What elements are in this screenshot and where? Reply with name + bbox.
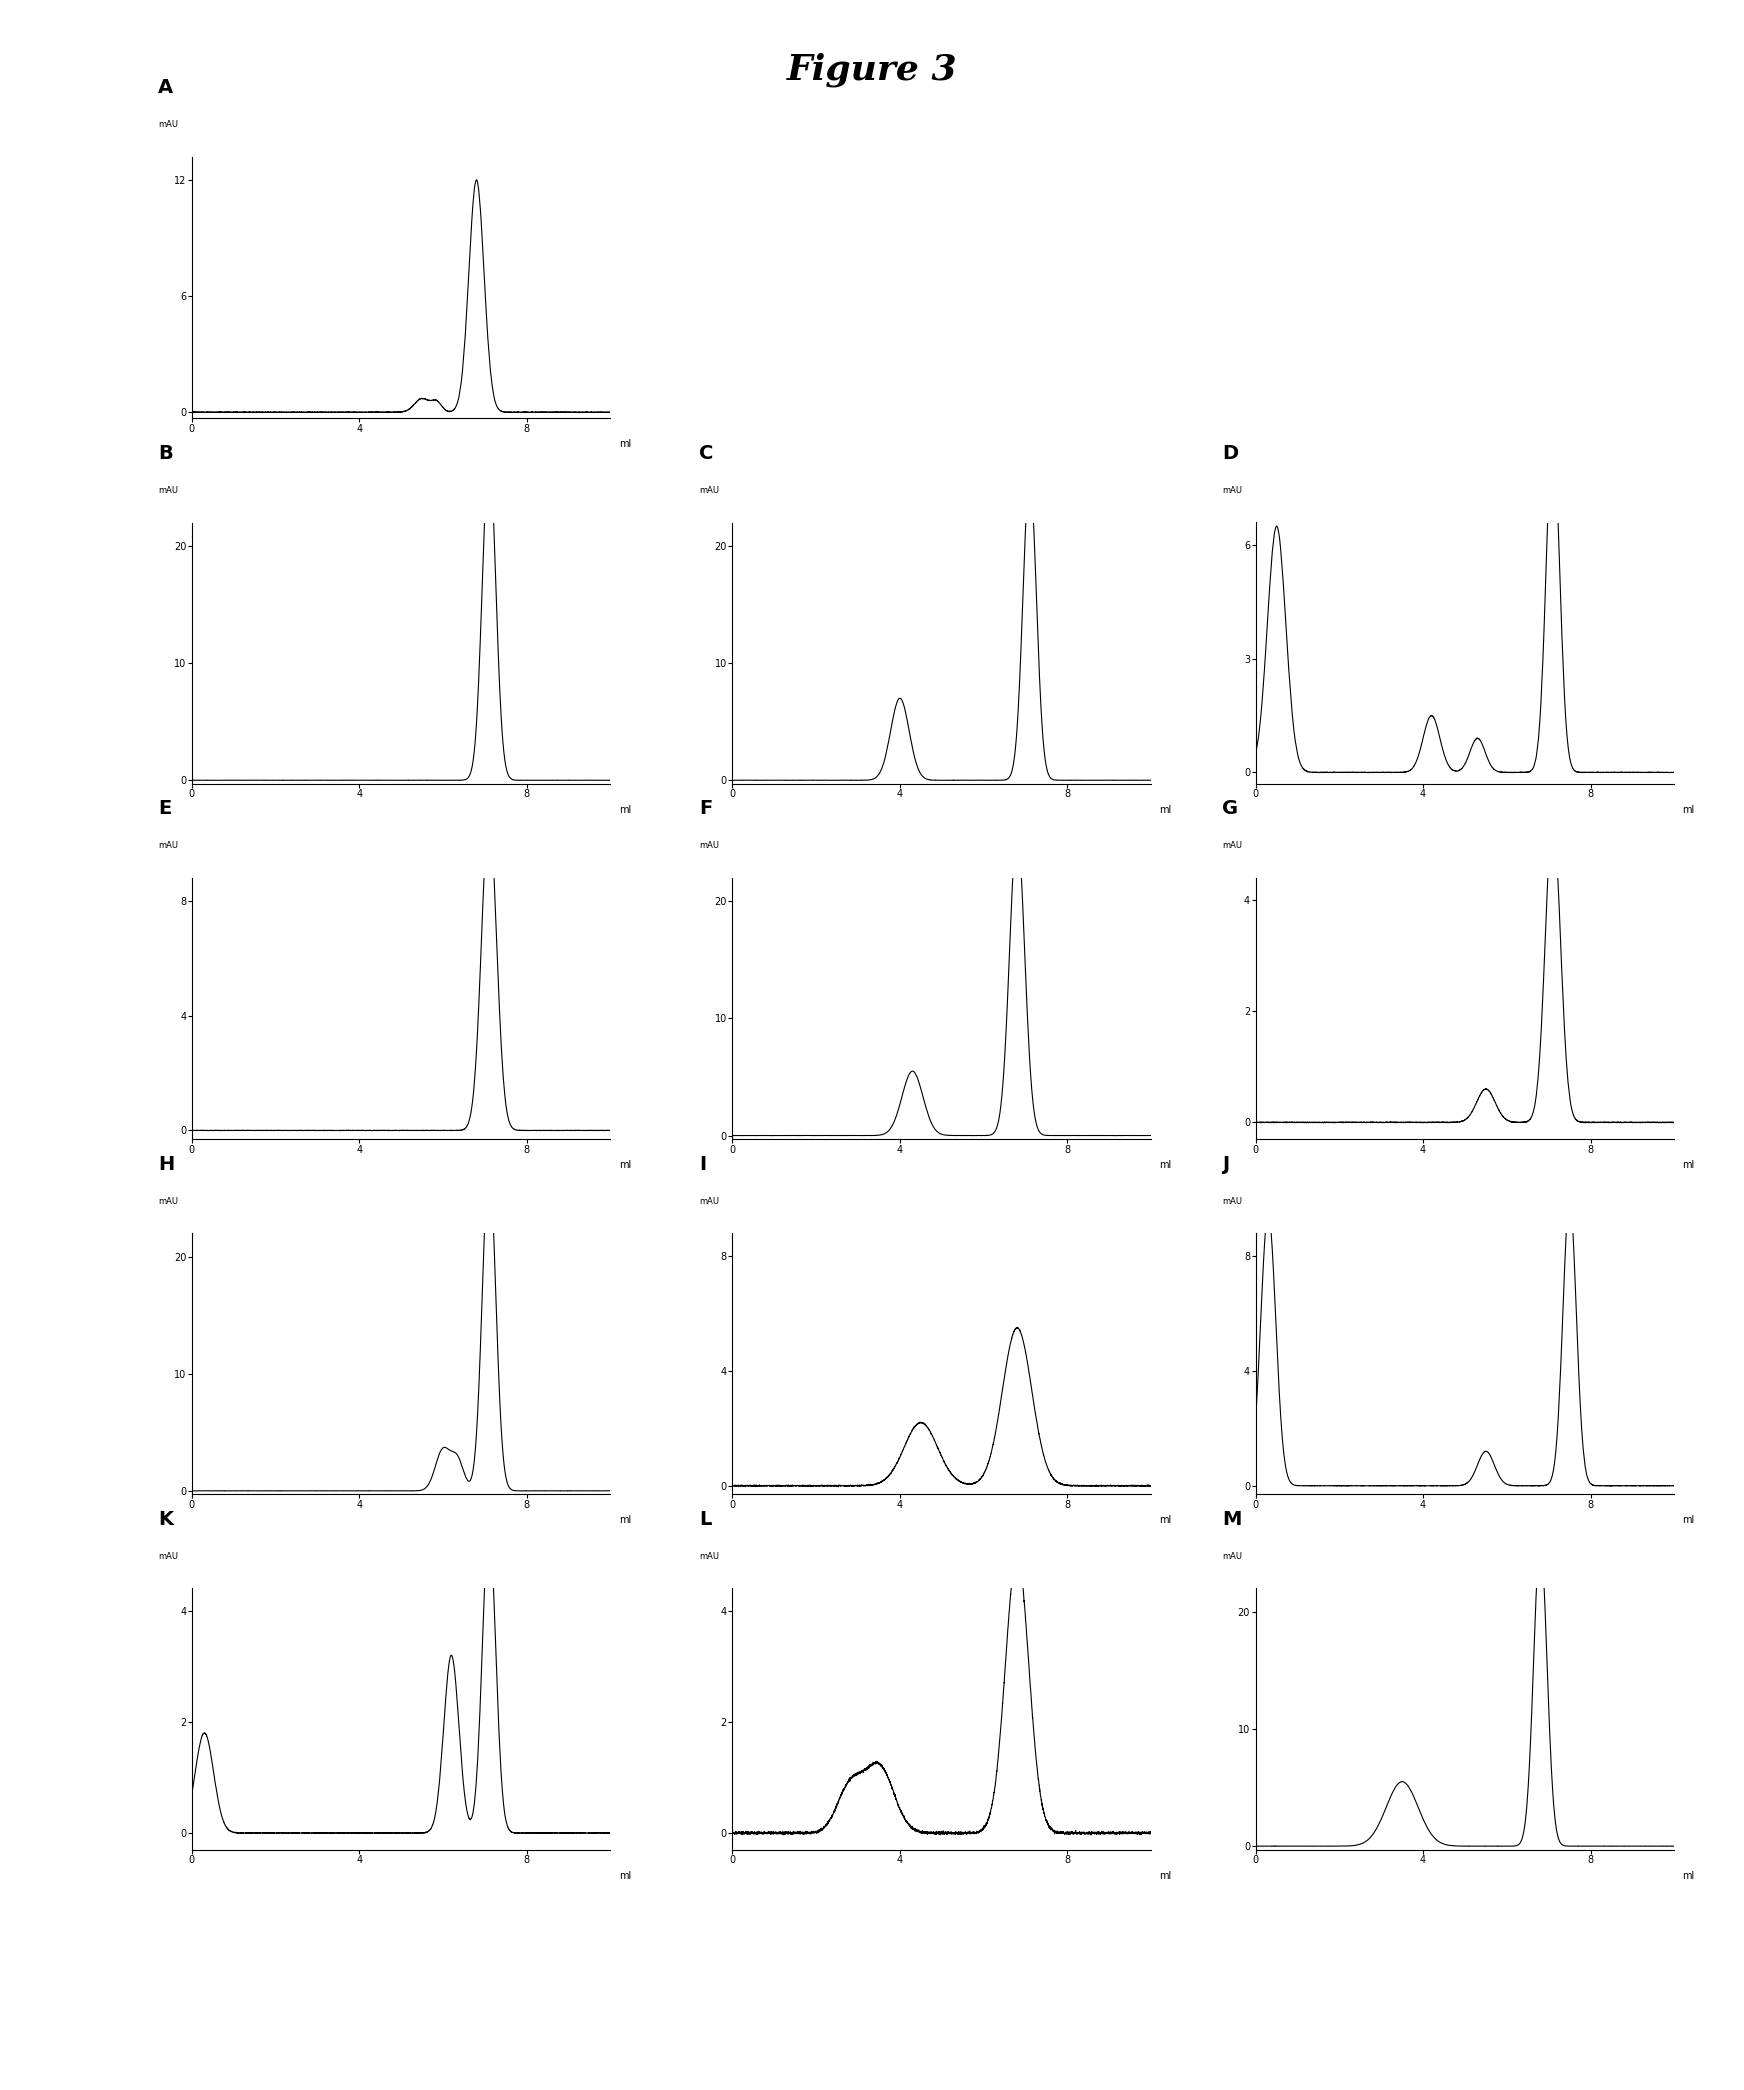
- Text: C: C: [699, 445, 713, 464]
- Text: ml: ml: [619, 1515, 631, 1526]
- Text: ml: ml: [1683, 1515, 1695, 1526]
- Text: mAU: mAU: [1223, 1551, 1242, 1561]
- Text: mAU: mAU: [699, 1195, 719, 1206]
- Text: ml: ml: [1160, 1515, 1172, 1526]
- Text: A: A: [159, 77, 173, 98]
- Text: ml: ml: [619, 1871, 631, 1881]
- Text: mAU: mAU: [159, 1195, 178, 1206]
- Text: mAU: mAU: [1223, 840, 1242, 851]
- Text: K: K: [159, 1509, 173, 1530]
- Text: J: J: [1223, 1154, 1230, 1175]
- Text: I: I: [699, 1154, 706, 1175]
- Text: ml: ml: [1160, 1160, 1172, 1170]
- Text: ml: ml: [1160, 805, 1172, 815]
- Text: ml: ml: [619, 1160, 631, 1170]
- Text: ml: ml: [1683, 1871, 1695, 1881]
- Text: ml: ml: [619, 805, 631, 815]
- Text: B: B: [159, 445, 173, 464]
- Text: ml: ml: [1683, 1160, 1695, 1170]
- Text: mAU: mAU: [159, 485, 178, 495]
- Text: Figure 3: Figure 3: [787, 52, 957, 88]
- Text: H: H: [159, 1154, 174, 1175]
- Text: G: G: [1223, 798, 1238, 819]
- Text: ml: ml: [1160, 1871, 1172, 1881]
- Text: L: L: [699, 1509, 712, 1530]
- Text: M: M: [1223, 1509, 1242, 1530]
- Text: ml: ml: [619, 439, 631, 449]
- Text: ml: ml: [1683, 805, 1695, 815]
- Text: mAU: mAU: [159, 1551, 178, 1561]
- Text: mAU: mAU: [699, 485, 719, 495]
- Text: E: E: [159, 798, 171, 819]
- Text: mAU: mAU: [699, 1551, 719, 1561]
- Text: mAU: mAU: [699, 840, 719, 851]
- Text: mAU: mAU: [159, 840, 178, 851]
- Text: mAU: mAU: [159, 119, 178, 130]
- Text: mAU: mAU: [1223, 1195, 1242, 1206]
- Text: D: D: [1223, 445, 1238, 464]
- Text: F: F: [699, 798, 712, 819]
- Text: mAU: mAU: [1223, 485, 1242, 495]
